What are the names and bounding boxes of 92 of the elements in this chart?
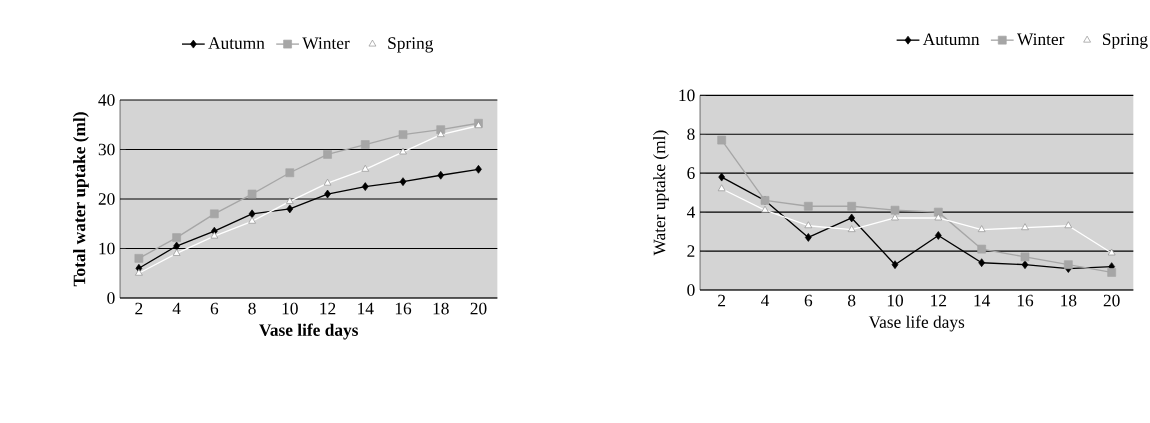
point [173,241,180,251]
y-tick-label: 2 [687,245,695,257]
x-tick-label: 12 [931,294,947,307]
point [1064,221,1073,229]
point [135,268,143,276]
point [717,184,726,192]
point [323,178,332,186]
point [361,182,369,191]
y-tick-label: 0 [107,292,115,304]
x-tick-label: 4 [761,294,770,307]
x-tick-label: 18 [433,302,449,315]
legend-label: Winter [1017,33,1065,46]
legend-label: Winter [302,37,350,50]
point [436,130,445,137]
point [285,168,295,178]
point [210,231,219,239]
point [247,189,257,199]
x-tick-label: 20 [470,302,487,315]
point [805,233,812,242]
point [172,249,181,256]
x-tick-label: 12 [320,302,336,315]
point [399,177,407,186]
point [848,213,856,223]
x-axis-title: Vase life days [259,323,358,340]
point [847,225,856,232]
point [399,147,407,155]
x-tick-label: 10 [887,294,904,307]
point [286,197,294,204]
x-tick-label: 16 [395,302,412,315]
y-tick-label: 4 [686,206,696,218]
y-tick-label: 40 [98,94,115,106]
point [360,140,370,149]
point [1063,260,1073,270]
point [804,221,813,229]
point [934,231,942,240]
x-tick-label: 14 [358,302,374,315]
y-tick-label: 6 [687,167,695,180]
point [804,201,813,211]
x-tick-label: 8 [248,302,256,315]
x-axis-title: Vase life days [868,315,965,332]
point [210,209,219,219]
point [891,260,899,270]
y-tick-label: 0 [687,284,695,296]
x-tick-label: 18 [1061,294,1077,307]
legend-label: Autumn [208,37,265,49]
point [172,233,181,242]
x-tick-label: 10 [282,302,298,315]
point [890,205,900,215]
point [718,172,726,182]
point [1107,248,1116,256]
point [134,254,144,263]
legend-label: Spring [1102,33,1148,49]
point [286,204,294,214]
point [398,130,408,139]
point [717,135,727,145]
x-tick-label: 4 [172,302,181,315]
y-axis-title: Total water uptake (ml) [73,112,89,287]
point [1107,268,1117,277]
y-axis-title: Water uptake (ml) [653,130,669,256]
x-tick-label: 16 [1017,294,1034,307]
y-tick-label: 8 [687,128,695,141]
y-tick-label: 10 [679,89,695,102]
x-tick-label: 2 [718,294,726,307]
x-tick-label: 20 [1103,294,1120,307]
point [891,213,899,221]
point [248,216,256,224]
point [1020,252,1030,262]
x-tick-label: 6 [804,294,813,307]
x-tick-label: 6 [210,302,219,315]
y-tick-label: 10 [99,242,115,255]
x-tick-label: 2 [135,302,143,315]
y-tick-label: 30 [98,143,115,156]
y-tick-label: 20 [98,193,115,205]
legend-label: Autumn [922,33,980,46]
legend-label: Spring [388,37,434,53]
point [934,207,943,217]
point [248,209,256,219]
point [977,244,987,254]
point [437,170,445,180]
point [761,205,769,213]
point [361,164,370,172]
point [978,258,986,268]
x-tick-label: 14 [974,294,991,307]
x-tick-label: 8 [848,294,856,307]
point [1021,223,1029,231]
point [977,225,986,232]
point [323,150,332,159]
point [324,189,331,199]
point [847,201,857,211]
point [934,213,943,221]
point [475,164,482,174]
point [1021,260,1029,270]
